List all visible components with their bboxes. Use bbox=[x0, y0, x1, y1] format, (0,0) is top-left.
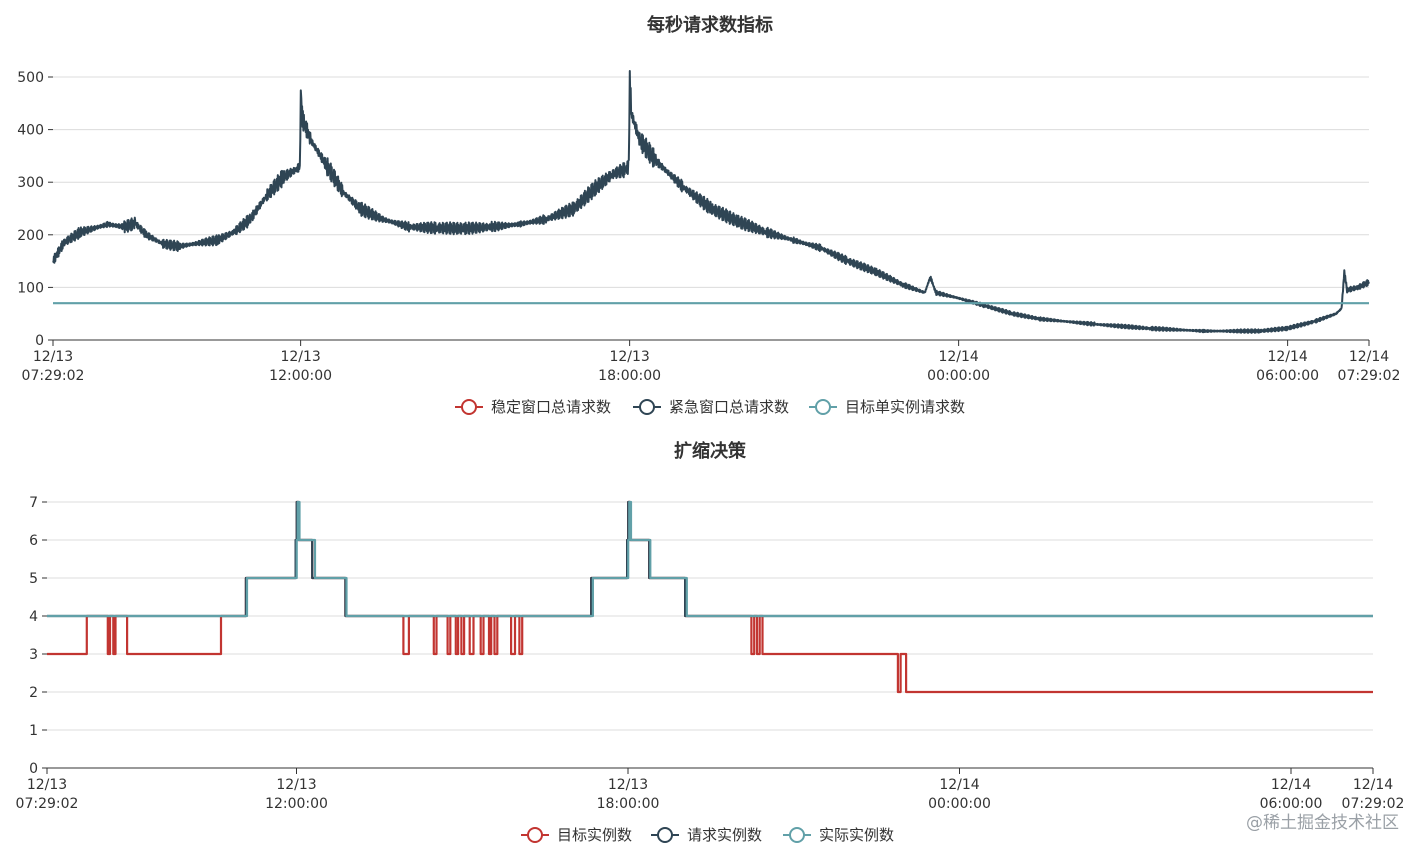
x-tick-label: 12/14 bbox=[938, 349, 978, 365]
legend-item-0[interactable]: 目标实例数 bbox=[521, 826, 632, 844]
legend-label: 目标单实例请求数 bbox=[845, 398, 965, 416]
x-tick-label: 12/13 bbox=[276, 777, 316, 793]
y-tick-label: 100 bbox=[17, 280, 44, 296]
x-tick-label: 12/14 bbox=[1349, 349, 1389, 365]
legend-item-0[interactable]: 稳定窗口总请求数 bbox=[455, 398, 611, 416]
x-tick-label: 07:29:02 bbox=[16, 796, 79, 812]
x-tick-label: 12/14 bbox=[1267, 349, 1307, 365]
x-tick-label: 07:29:02 bbox=[22, 368, 85, 384]
x-tick-label: 12/13 bbox=[280, 349, 320, 365]
x-tick-label: 00:00:00 bbox=[927, 368, 990, 384]
legend-item-2[interactable]: 实际实例数 bbox=[783, 826, 894, 844]
y-tick-label: 6 bbox=[29, 533, 38, 549]
x-tick-label: 12/14 bbox=[1271, 777, 1311, 793]
y-tick-label: 500 bbox=[17, 70, 44, 86]
y-tick-label: 7 bbox=[29, 495, 38, 511]
x-tick-label: 12/13 bbox=[33, 349, 73, 365]
watermark: @稀土掘金技术社区 bbox=[1246, 813, 1399, 833]
legend-circle-icon bbox=[527, 827, 543, 843]
y-tick-label: 0 bbox=[35, 333, 44, 349]
x-tick-label: 12/13 bbox=[27, 777, 67, 793]
y-tick-label: 400 bbox=[17, 123, 44, 139]
y-tick-label: 3 bbox=[29, 647, 38, 663]
rps-chart: 每秒请求数指标 0 100 200 300 400 500 12/13 07:29:02 12/… bbox=[17, 14, 1400, 416]
legend-circle-icon bbox=[815, 399, 831, 415]
x-tick-label: 12/14 bbox=[1353, 777, 1393, 793]
series-line-1 bbox=[52, 70, 1370, 334]
chart2-title: 扩缩决策 bbox=[674, 440, 747, 462]
series-line-2 bbox=[47, 500, 1373, 618]
x-tick-label: 18:00:00 bbox=[598, 368, 661, 384]
x-tick-label: 12/13 bbox=[608, 777, 648, 793]
y-tick-label: 4 bbox=[29, 609, 38, 625]
legend-circle-icon bbox=[789, 827, 805, 843]
y-tick-label: 2 bbox=[29, 685, 38, 701]
scaling-chart: 扩缩决策 0 1 2 3 4 5 6 7 12/13 07:29:02 12/13 12:00:00 1… bbox=[16, 440, 1405, 844]
legend-label: 稳定窗口总请求数 bbox=[491, 398, 611, 416]
y-tick-label: 300 bbox=[17, 175, 44, 191]
legend-circle-icon bbox=[657, 827, 673, 843]
x-tick-label: 12/14 bbox=[939, 777, 979, 793]
x-tick-label: 18:00:00 bbox=[597, 796, 660, 812]
y-tick-label: 1 bbox=[29, 723, 38, 739]
legend-circle-icon bbox=[461, 399, 477, 415]
x-tick-label: 12/13 bbox=[609, 349, 649, 365]
x-tick-label: 06:00:00 bbox=[1256, 368, 1319, 384]
legend-item-2[interactable]: 目标单实例请求数 bbox=[809, 398, 965, 416]
legend-label: 紧急窗口总请求数 bbox=[669, 398, 789, 416]
chart1-title: 每秒请求数指标 bbox=[647, 14, 773, 36]
x-tick-label: 12:00:00 bbox=[265, 796, 328, 812]
legend-item-1[interactable]: 请求实例数 bbox=[651, 826, 762, 844]
x-tick-label: 07:29:02 bbox=[1338, 368, 1401, 384]
y-tick-label: 0 bbox=[29, 761, 38, 777]
x-tick-label: 06:00:00 bbox=[1260, 796, 1323, 812]
x-tick-label: 00:00:00 bbox=[928, 796, 991, 812]
y-tick-label: 5 bbox=[29, 571, 38, 587]
x-tick-label: 12:00:00 bbox=[269, 368, 332, 384]
legend-label: 目标实例数 bbox=[557, 826, 632, 844]
legend-item-1[interactable]: 紧急窗口总请求数 bbox=[633, 398, 789, 416]
legend-label: 请求实例数 bbox=[687, 826, 762, 844]
y-tick-label: 200 bbox=[17, 228, 44, 244]
legend-label: 实际实例数 bbox=[819, 826, 894, 844]
legend-circle-icon bbox=[639, 399, 655, 415]
x-tick-label: 07:29:02 bbox=[1342, 796, 1405, 812]
